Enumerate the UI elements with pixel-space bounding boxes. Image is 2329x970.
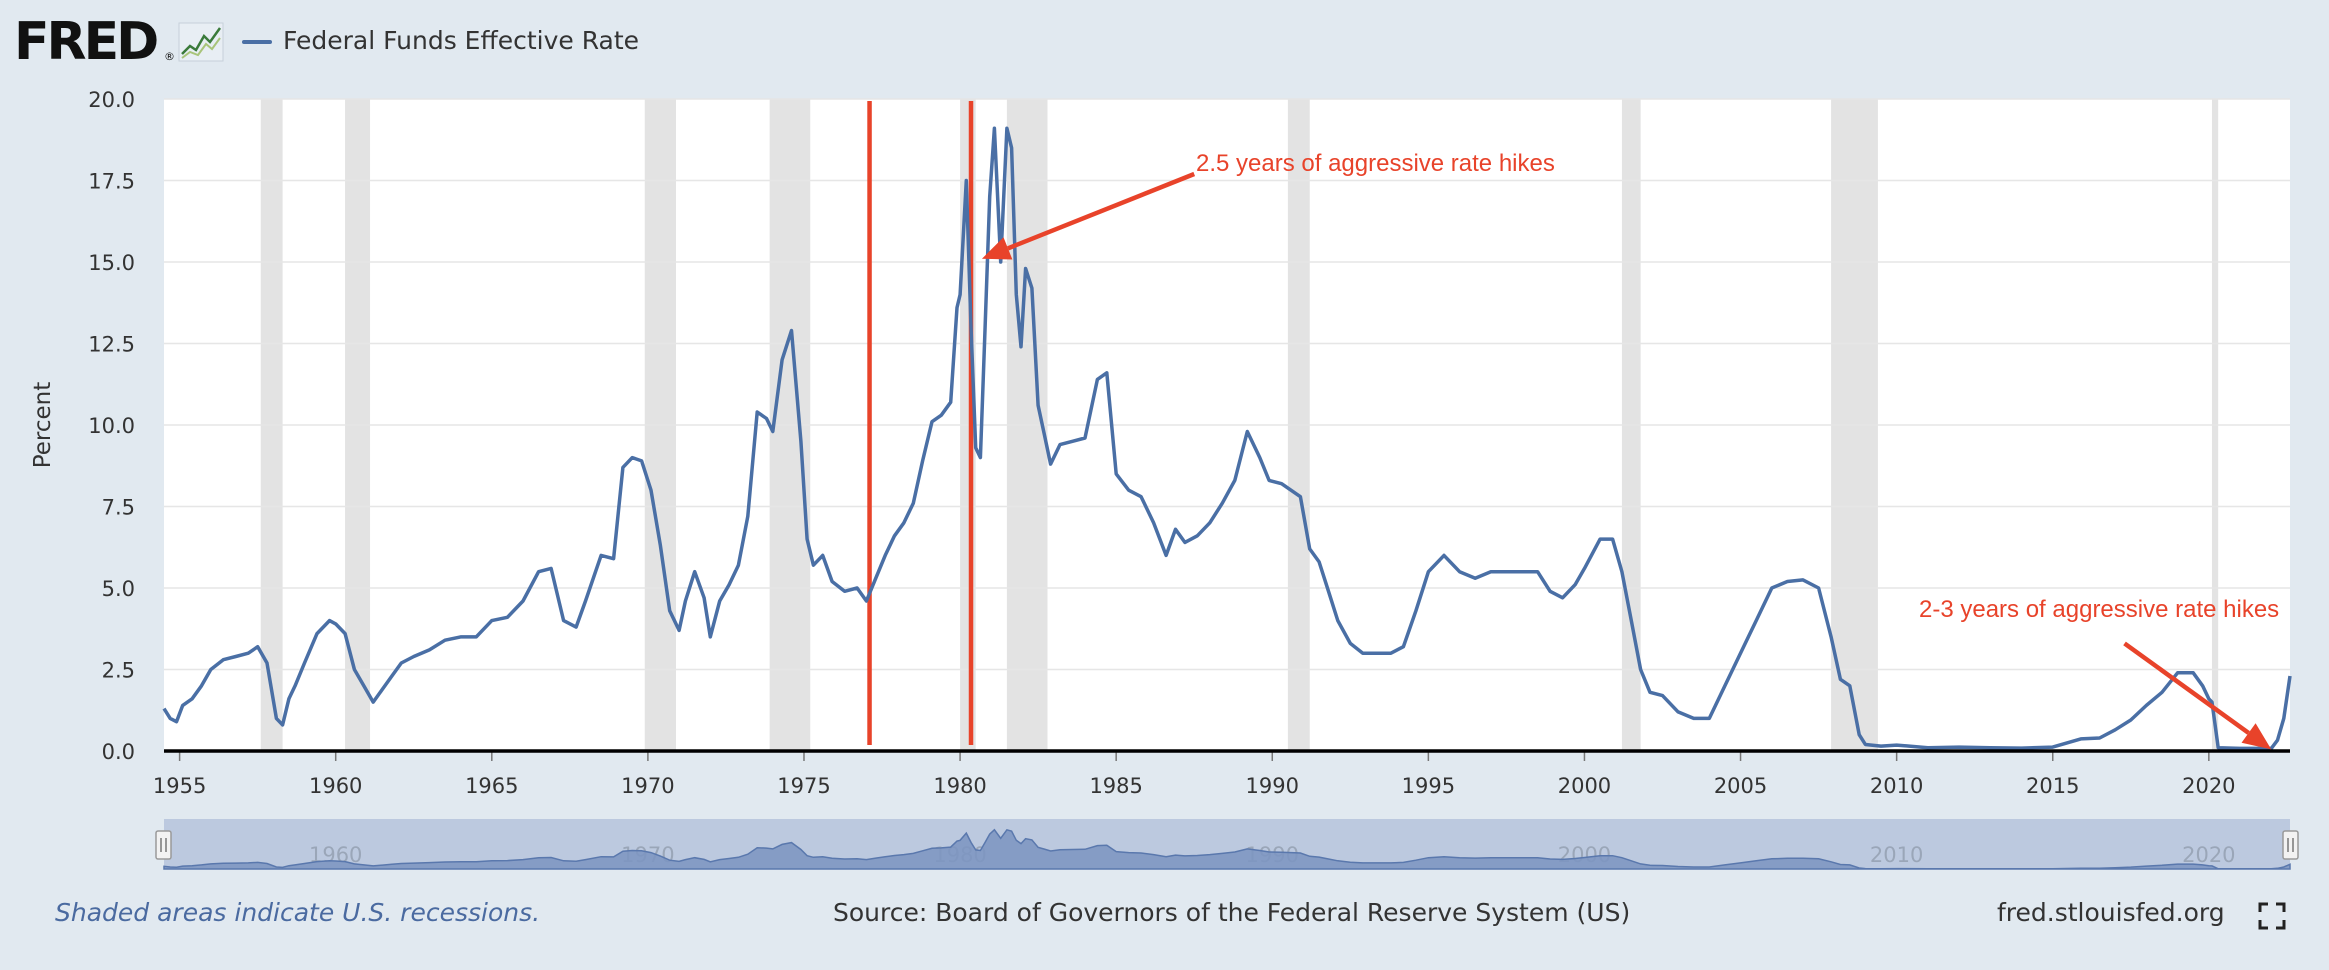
annotation-arrow-2022-shaft xyxy=(2123,641,2250,735)
y-tick-label: 7.5 xyxy=(102,496,135,520)
navigator-left-handle[interactable] xyxy=(155,830,172,860)
x-tick-label: 2015 xyxy=(2026,774,2079,798)
y-axis-ticks: 0.0 2.5 5.0 7.5 10.0 12.5 15.0 17.5 20.0 xyxy=(88,88,135,764)
site-link[interactable]: fred.stlouisfed.org xyxy=(1997,898,2225,927)
y-tick-label: 2.5 xyxy=(102,659,135,683)
annotation-arrow-1980-shaft xyxy=(1007,171,1196,251)
series-line[interactable] xyxy=(162,126,2292,751)
legend-series-label: Federal Funds Effective Rate xyxy=(283,26,640,55)
annotation-text-2022: 2-3 years of aggressive rate hikes xyxy=(1919,596,2279,623)
annotation-arrow-2022-head xyxy=(2241,723,2272,750)
line-chart-icon xyxy=(178,22,224,62)
y-tick-label: 0.0 xyxy=(102,740,135,764)
grid-lines xyxy=(164,98,2290,671)
x-tick-label: 1975 xyxy=(777,774,830,798)
x-axis-ticks: 1955 1960 1965 1970 1975 1980 1985 1990 1995 2000… xyxy=(153,751,2236,798)
x-tick-label: 1970 xyxy=(621,774,674,798)
x-tick-label: 1990 xyxy=(1246,774,1299,798)
y-tick-label: 12.5 xyxy=(88,333,135,357)
x-tick-label: 2020 xyxy=(2182,774,2235,798)
y-tick-label: 15.0 xyxy=(88,251,135,275)
x-tick-label: 1995 xyxy=(1402,774,1455,798)
navigator-right-handle[interactable] xyxy=(2282,830,2299,860)
x-tick-label: 1965 xyxy=(465,774,518,798)
navigator-area xyxy=(163,828,2291,870)
y-tick-label: 20.0 xyxy=(88,88,135,112)
recession-note: Shaded areas indicate U.S. recessions. xyxy=(55,898,541,927)
line-chart[interactable]: 0.0 2.5 5.0 7.5 10.0 12.5 15.0 17.5 20.0 1955 196… xyxy=(0,0,2329,890)
chart-header: FRED ® Federal Funds Effective Rate xyxy=(0,0,2329,80)
x-tick-label: 2010 xyxy=(1870,774,1923,798)
x-tick-label: 2000 xyxy=(1558,774,1611,798)
x-tick-label: 1980 xyxy=(933,774,986,798)
y-tick-label: 10.0 xyxy=(88,414,135,438)
registered-mark: ® xyxy=(164,50,175,63)
x-tick-label: 1955 xyxy=(153,774,206,798)
annotations: 2.5 years of aggressive rate hikes 2-3 ye… xyxy=(981,150,2279,750)
source-text: Source: Board of Governors of the Federa… xyxy=(833,898,1631,927)
fullscreen-icon[interactable] xyxy=(2258,902,2286,930)
y-tick-label: 17.5 xyxy=(88,170,135,194)
reference-lines xyxy=(867,101,974,745)
navigator-label: 2020 xyxy=(2182,843,2235,867)
annotation-text-1980: 2.5 years of aggressive rate hikes xyxy=(1196,150,1555,177)
annotation-arrow-1980-head xyxy=(981,237,1013,260)
fred-logo[interactable]: FRED xyxy=(14,12,159,72)
navigator-label: 2010 xyxy=(1870,843,1923,867)
y-tick-label: 5.0 xyxy=(102,577,135,601)
x-tick-label: 1985 xyxy=(1089,774,1142,798)
y-axis-label: Percent xyxy=(30,382,56,469)
x-tick-label: 2005 xyxy=(1714,774,1767,798)
x-tick-label: 1960 xyxy=(309,774,362,798)
legend-swatch xyxy=(242,40,272,44)
